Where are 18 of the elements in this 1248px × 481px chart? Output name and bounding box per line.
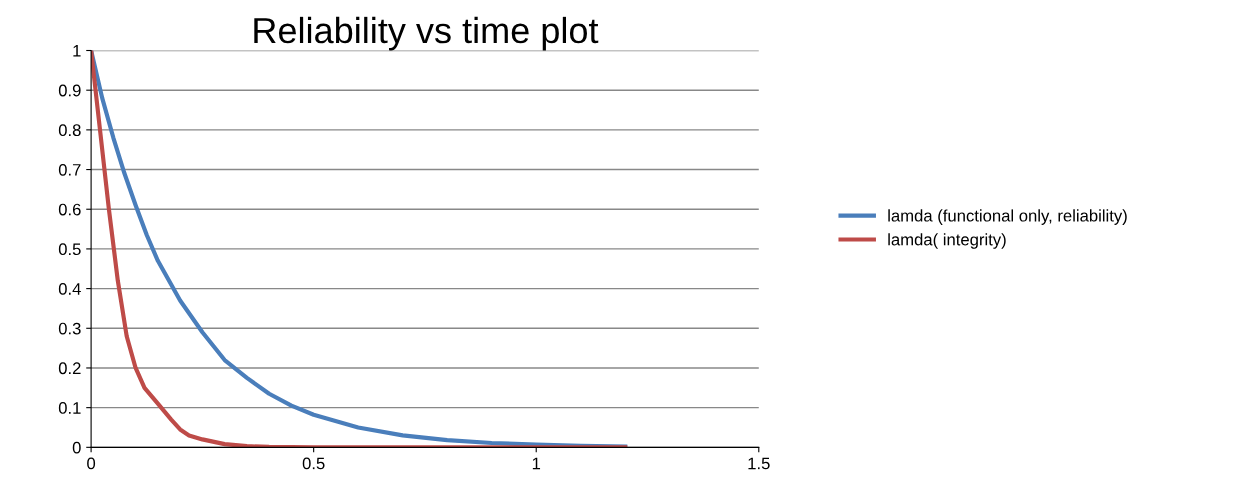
- y-tick-label: 1: [73, 45, 81, 57]
- chart-title: Reliability vs time plot: [254, 16, 599, 51]
- y-tick-label: 0.7: [58, 163, 81, 176]
- x-tick-label: 1: [532, 457, 541, 470]
- legend-label: lamda( integrity): [888, 233, 1006, 249]
- y-tick-label: 0.3: [58, 322, 81, 335]
- y-tick-label: 0.9: [58, 84, 81, 97]
- y-tick-label: 0.2: [58, 362, 81, 375]
- y-tick-label: 0.6: [58, 203, 81, 216]
- x-tick-label: 0.5: [302, 457, 325, 470]
- x-tick-label: 0: [87, 457, 96, 470]
- y-tick-label: 0.1: [58, 402, 81, 414]
- y-tick-label: 0.8: [58, 124, 81, 137]
- legend-label: lamda (functional only, reliability): [888, 209, 1127, 225]
- y-tick-label: 0.4: [58, 283, 81, 295]
- x-tick-label: 1.5: [748, 457, 770, 470]
- y-tick-label: 0: [72, 441, 81, 454]
- y-tick-label: 0.5: [58, 243, 81, 256]
